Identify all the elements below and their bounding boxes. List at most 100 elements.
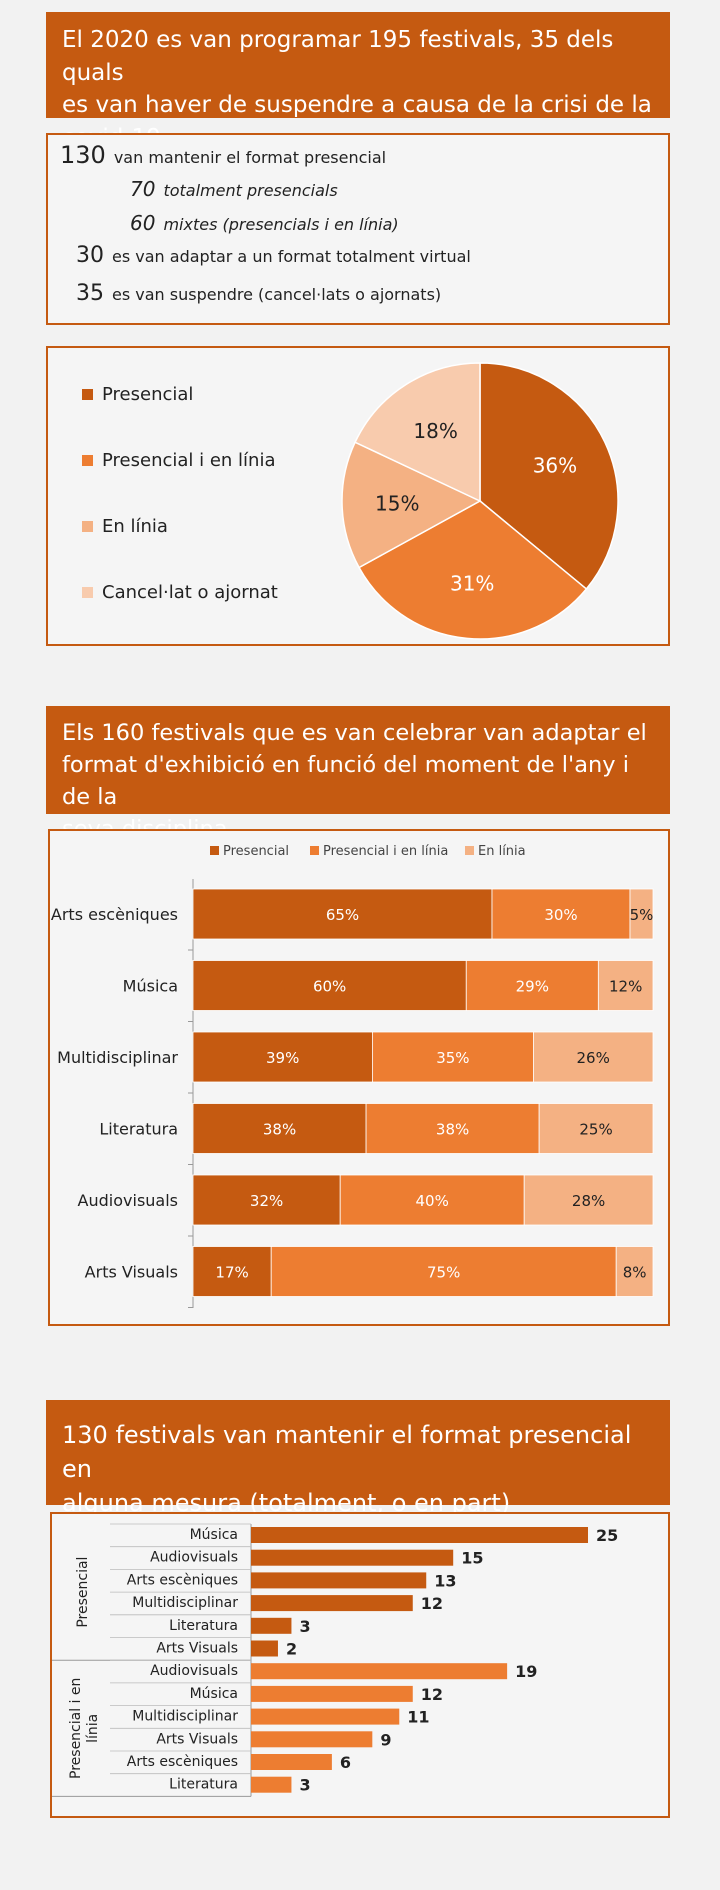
headline-line: format d'exhibició en funció del moment … [62,751,629,810]
stacked-bar-label: 5% [630,906,654,924]
count-value-label: 6 [340,1753,351,1772]
summary-number: 35 [76,281,104,306]
summary-text: totalment presencials [163,181,338,200]
count-category-label: Literatura [169,1618,238,1634]
pie-legend-swatch [82,587,93,598]
stacked-bar-segment [532,1031,654,1083]
count-category-label: Multidisciplinar [132,1709,238,1725]
pie-legend-swatch [82,521,93,532]
stacked-bar-label: 17% [215,1264,248,1282]
count-value-label: 3 [299,1776,310,1795]
summary-text: mixtes (presencials i en línia) [163,215,399,234]
bar-legend-swatch [210,846,219,855]
stacked-bar-label: 38% [263,1121,296,1139]
headline-banner-1: El 2020 es van programar 195 festivals, … [46,12,670,151]
count-value-label: 15 [461,1549,483,1568]
summary-number: 60 [130,211,156,235]
stacked-bar-segment [465,960,599,1011]
count-bar [251,1595,413,1612]
count-category-label: Audiovisuals [150,1550,238,1566]
stacked-bar-label: 26% [577,1049,610,1067]
stacked-bar-chart-panel: Presencial Presencial i en línia En línia A… [48,829,670,1326]
bar-legend-swatch [465,846,474,855]
stacked-bar-label: 38% [436,1121,469,1139]
stacked-bar-label: 40% [416,1192,449,1210]
stacked-bar-segment [523,1174,654,1226]
summary-number: 130 [60,141,106,169]
stacked-bar-segment [192,888,493,940]
headline-banner-2: Els 160 festivals que es van celebrar va… [46,706,670,842]
count-bar [251,1685,413,1702]
count-bar [251,1663,508,1680]
headline-banner-3: 130 festivals van mantenir el format pre… [46,1400,670,1517]
count-bar [251,1640,278,1657]
summary-text: es van adaptar a un format totalment vir… [112,247,471,266]
stacked-bar-chart: Presencial Presencial i en línia En línia A… [51,844,654,1308]
stacked-bar-label: 25% [579,1121,612,1139]
stacked-bar-label: 39% [266,1049,299,1067]
pie-legend-label: Cancel·lat o ajornat [102,582,278,603]
pie-legend-swatch [82,389,93,400]
count-group-label-line: Presencial i en [68,1678,84,1779]
stacked-bar-label: 8% [623,1264,647,1282]
count-value-label: 25 [596,1526,618,1545]
count-bar [251,1754,332,1770]
pie-legend-label: Presencial [102,384,193,405]
bar-legend-label: Presencial [223,844,289,859]
headline-line: es van haver de suspendre a causa de la … [62,92,652,119]
pie-slice-label: 31% [450,571,494,595]
stacked-bar-label: 32% [250,1192,283,1210]
bar-category-label: Música [123,977,178,996]
stacked-bar-segment [270,1246,617,1297]
stacked-bar-label: 28% [572,1192,605,1210]
stacked-bar-segment [192,1174,341,1226]
stacked-bar-segment [339,1174,525,1226]
count-value-label: 19 [515,1662,537,1681]
stacked-bar-segment [597,960,654,1011]
bar-legend-swatch [310,846,319,855]
stacked-bar-segment [629,888,654,940]
count-category-label: Música [190,1527,238,1543]
summary-row-total-in-person: 130 van mantenir el format presencial [60,141,386,169]
headline-line: Els 160 festivals que es van celebrar va… [62,720,647,746]
pie-slice [354,362,481,503]
pie-slice-label: 18% [413,419,457,443]
pie-legend-label: Presencial i en línia [102,450,276,471]
stacked-bar-segment [365,1103,540,1154]
count-value-label: 11 [407,1708,429,1727]
pie-slice [358,500,588,640]
count-bar [251,1776,292,1793]
summary-number: 30 [76,243,104,268]
count-value-label: 2 [286,1640,297,1659]
stacked-bar-label: 35% [436,1049,469,1067]
bar-category-label: Arts escèniques [51,905,178,924]
count-category-label: Audiovisuals [150,1663,238,1679]
count-group-label-line: Presencial [75,1557,91,1628]
bar-category-label: Multidisciplinar [57,1048,178,1067]
stacked-bar-segment [491,888,631,940]
summary-row-cancelled: 35 es van suspendre (cancel·lats o ajorn… [76,281,441,306]
count-category-label: Arts Visuals [156,1731,238,1747]
count-category-label: Arts Visuals [156,1641,238,1657]
headline-line: El 2020 es van programar 195 festivals, … [62,27,614,86]
stacked-bar-segment [538,1103,654,1154]
count-bar [251,1708,400,1725]
pie-slice [479,362,619,591]
count-bar-chart: Presencial Música 25 Audiovisuals 15 Arts esc… [52,1523,618,1797]
stacked-bar-label: 75% [427,1264,460,1282]
bar-legend-label: En línia [478,844,526,859]
count-category-label: Arts escèniques [127,1572,238,1588]
headline-line: 130 festivals van mantenir el format pre… [62,1421,632,1484]
count-category-label: Arts escèniques [127,1754,238,1770]
count-group-label-line: línia [85,1714,101,1743]
count-value-label: 12 [421,1685,443,1704]
stacked-bar-segment [192,1103,367,1154]
stacked-bar-label: 60% [313,978,346,996]
stacked-bar-label: 30% [544,906,577,924]
count-value-label: 12 [421,1594,443,1613]
stacked-bar-label: 65% [326,906,359,924]
bar-category-label: Literatura [99,1120,178,1139]
summary-text: van mantenir el format presencial [113,148,387,167]
count-category-label: Música [190,1686,238,1702]
pie-chart-panel: Presencial Presencial i en línia En línia C… [46,346,670,646]
